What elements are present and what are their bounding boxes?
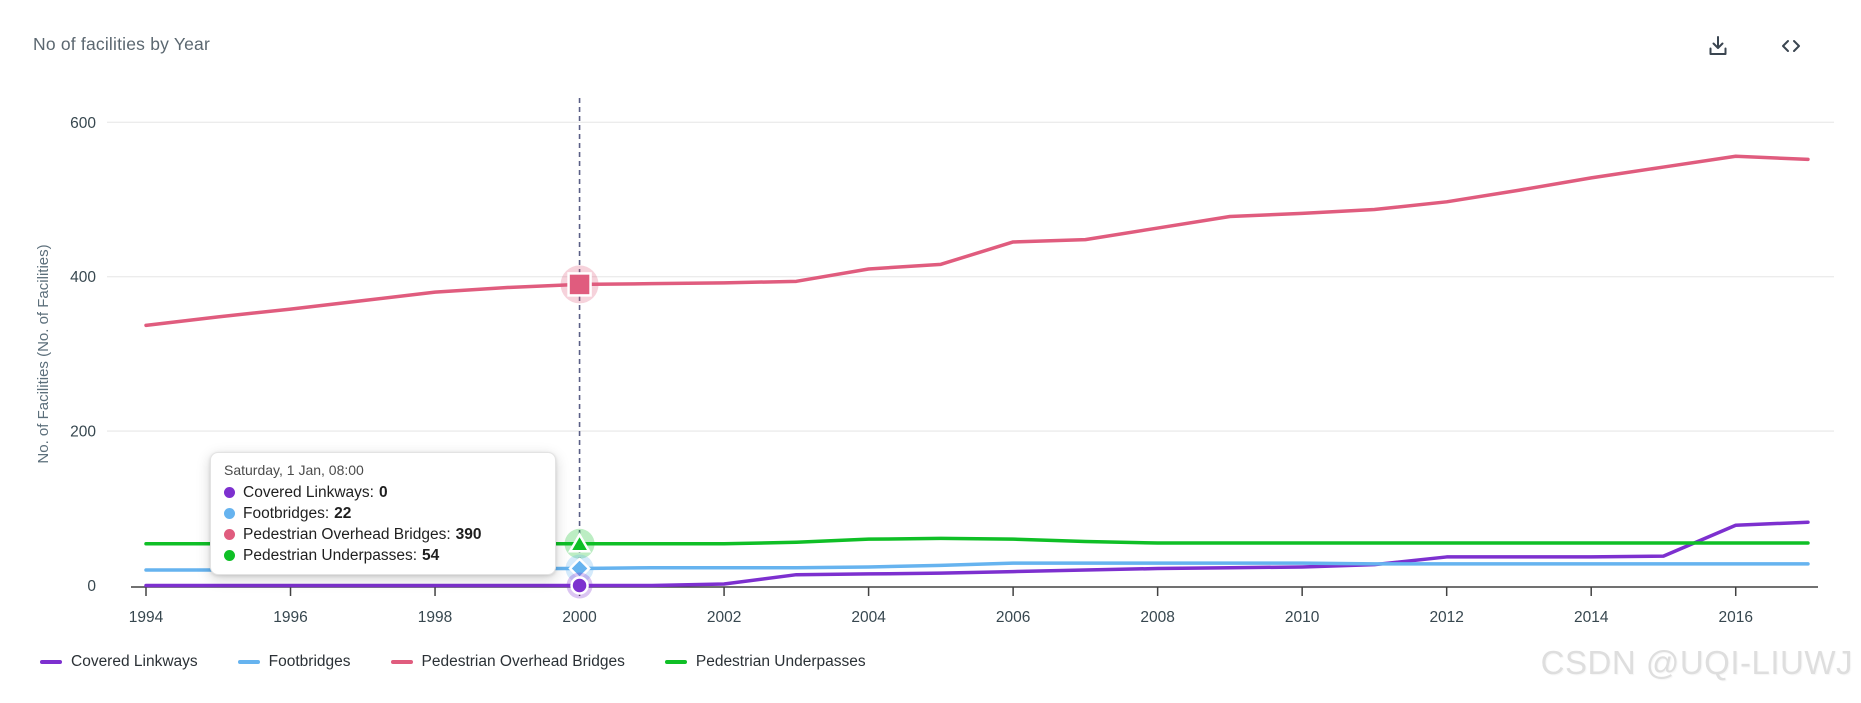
series-color-dot [224, 487, 235, 498]
y-tick-label: 200 [70, 424, 96, 441]
legend-swatch-icon [40, 659, 62, 665]
y-tick-label: 400 [70, 269, 96, 286]
tooltip-row-covered-linkways: Covered Linkways: 0 [224, 482, 542, 503]
code-icon [1782, 40, 1800, 52]
series-line-pedestrian-overhead-bridges[interactable] [144, 154, 1810, 328]
chart-canvas[interactable]: 0 200 400 600 1994 1996 1998 2000 2002 2004 2006 20… [0, 0, 1861, 640]
series-color-dot [224, 529, 235, 540]
x-tick-label: 2006 [996, 609, 1030, 626]
x-tick-label: 1994 [129, 609, 164, 626]
x-tick-label: 2008 [1140, 609, 1174, 626]
tooltip-title: Saturday, 1 Jan, 08:00 [224, 462, 364, 478]
legend-swatch-icon [390, 659, 413, 665]
y-axis-title: No. of Facilities (No. of Facilities) [35, 244, 52, 463]
x-tick-label: 2004 [851, 609, 886, 626]
x-tick-label: 2012 [1429, 609, 1463, 626]
x-tick-label: 2010 [1285, 609, 1320, 626]
legend-item-covered-linkways[interactable]: Covered Linkways [40, 653, 198, 671]
tooltip-row-footbridges: Footbridges: 22 [224, 503, 542, 524]
tooltip-row-value: 390 [455, 526, 482, 543]
x-tick-label: 2002 [707, 609, 741, 626]
legend-label: Pedestrian Overhead Bridges [421, 653, 625, 670]
legend-item-footbridges[interactable]: Footbridges [237, 653, 351, 671]
chart-legend: Covered Linkways Footbridges Pedestrian Ov… [40, 653, 866, 671]
download-icon [1709, 36, 1727, 55]
marker-pedestrian-overhead-bridges[interactable] [567, 272, 592, 297]
x-tick-label: 2014 [1574, 609, 1609, 626]
tooltip-row-pedestrian-underpasses: Pedestrian Underpasses: 54 [224, 545, 542, 566]
chart-tooltip: Saturday, 1 Jan, 08:00 Covered Linkways:… [210, 452, 556, 575]
tooltip-row-value: 22 [334, 505, 352, 522]
view-code-button[interactable] [1778, 33, 1804, 59]
tooltip-row-label: Footbridges: [243, 505, 330, 522]
tooltip-row-pedestrian-overhead-bridges: Pedestrian Overhead Bridges: 390 [224, 524, 542, 545]
legend-item-pedestrian-underpasses[interactable]: Pedestrian Underpasses [664, 653, 866, 671]
x-tick-label: 1996 [273, 609, 307, 626]
legend-label: Footbridges [268, 653, 351, 670]
series-color-dot [224, 550, 235, 561]
marker-pedestrian-underpasses[interactable] [567, 532, 592, 553]
legend-swatch-icon [237, 659, 260, 665]
legend-label: Pedestrian Underpasses [695, 653, 866, 670]
chart-toolbar [1705, 33, 1804, 59]
download-button[interactable] [1705, 33, 1731, 59]
x-tick-label: 2000 [562, 609, 597, 626]
legend-item-pedestrian-overhead-bridges[interactable]: Pedestrian Overhead Bridges [390, 653, 625, 671]
page-title: No of facilities by Year [33, 34, 210, 54]
watermark: CSDN @UQI-LIUWJ [1540, 644, 1853, 681]
legend-label: Covered Linkways [71, 653, 198, 670]
y-tick-label: 600 [70, 115, 96, 132]
y-tick-label: 0 [87, 578, 96, 595]
tooltip-row-value: 0 [378, 484, 388, 501]
legend-swatch-icon [664, 659, 687, 665]
tooltip-row-label: Pedestrian Underpasses: [243, 547, 418, 564]
tooltip-row-label: Covered Linkways: [243, 484, 374, 501]
series-color-dot [224, 508, 235, 519]
marker-covered-linkways[interactable] [570, 576, 589, 595]
x-tick-label: 2016 [1718, 609, 1752, 626]
tooltip-row-label: Pedestrian Overhead Bridges: [243, 526, 451, 543]
tooltip-row-value: 54 [422, 547, 440, 564]
x-tick-label: 1998 [418, 609, 452, 626]
series-line-covered-linkways[interactable] [144, 520, 1810, 588]
